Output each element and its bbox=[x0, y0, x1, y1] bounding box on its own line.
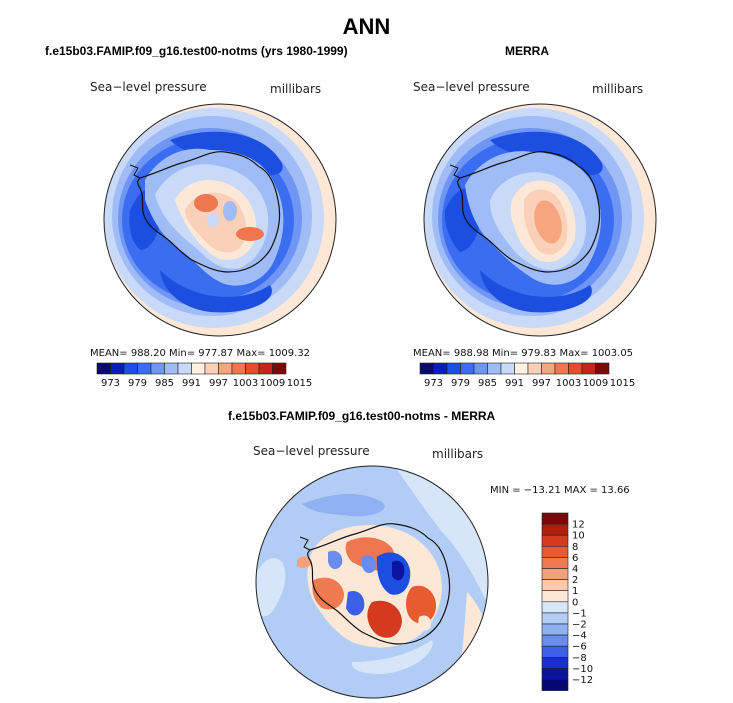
panel-3-colorbar-swatch bbox=[541, 612, 569, 625]
panel-1-colorbar-swatch bbox=[272, 362, 287, 375]
panel-2-colorbar-swatch bbox=[581, 362, 596, 375]
panel-3-colorbar-swatch bbox=[541, 679, 569, 691]
panel-2-colorbar-swatch bbox=[541, 362, 556, 375]
panel-3-colorbar-tick-label: 12 bbox=[572, 520, 585, 531]
panel-2-colorbar-swatch bbox=[568, 362, 583, 375]
panel-2-colorbar-tick-label: 985 bbox=[478, 378, 497, 389]
panel-3-colorbar-swatch bbox=[541, 634, 569, 647]
panel-3-colorbar-tick-label: −12 bbox=[572, 675, 593, 686]
panel-2-colorbar-swatch bbox=[419, 362, 434, 375]
panel-2-colorbar-tick-label: 997 bbox=[532, 378, 551, 389]
panel-1-colorbar-tick-label: 1015 bbox=[287, 378, 312, 389]
panel-3-colorbar-swatch bbox=[541, 590, 569, 603]
panel-1-colorbar-swatch bbox=[231, 362, 246, 375]
panel-1-colorbar-tick-label: 985 bbox=[155, 378, 174, 389]
panel-1-colorbar-swatch bbox=[96, 362, 111, 375]
panel-1-colorbar-swatch bbox=[123, 362, 138, 375]
panel-3-colorbar-swatch bbox=[541, 568, 569, 580]
panel-2-colorbar-tick-label: 991 bbox=[505, 378, 524, 389]
panel-3-heading: f.e15b03.FAMIP.f09_g16.test00-notms - ME… bbox=[228, 409, 496, 423]
panel-3-colorbar-swatch bbox=[541, 623, 569, 636]
panel-1-units-label: millibars bbox=[270, 82, 322, 96]
panel-1-colorbar-swatch bbox=[110, 362, 125, 375]
panel-1-stats: MEAN= 988.20 Min= 977.87 Max= 1009.32 bbox=[90, 348, 311, 359]
panel-1-colorbar-tick-label: 979 bbox=[128, 378, 147, 389]
panel-2-colorbar-swatch bbox=[446, 362, 461, 375]
panel-3-colorbar-swatch bbox=[541, 579, 569, 591]
panel-3-colorbar-tick-label: 10 bbox=[572, 531, 585, 542]
panel-3-colorbar-swatch bbox=[541, 668, 569, 680]
panel-3-colorbar-tick-label: −4 bbox=[572, 631, 587, 642]
panel-3-colorbar-tick-label: 6 bbox=[572, 553, 578, 564]
panel-2-colorbar-tick-label: 973 bbox=[424, 378, 443, 389]
panel-3-colorbar-tick-label: 8 bbox=[572, 542, 578, 553]
panel-3-colorbar-swatch bbox=[541, 645, 569, 658]
panel-3-colorbar-swatch bbox=[541, 545, 569, 558]
panel-1-colorbar-swatch bbox=[218, 362, 233, 375]
panel-2-units-label: millibars bbox=[592, 82, 644, 96]
panel-2-colorbar-swatch bbox=[433, 362, 448, 375]
panel-1-colorbar: 973 979 985 991 997 1003 1009 1015 bbox=[96, 362, 312, 389]
panel-3-colorbar-tick-label: −10 bbox=[572, 664, 593, 675]
panel-1-colorbar-swatch bbox=[164, 362, 179, 375]
panel-1-colorbar-swatch bbox=[137, 362, 152, 375]
panel-3-units-label: millibars bbox=[432, 447, 484, 461]
panel-1-colorbar-swatch bbox=[258, 362, 273, 375]
panel-3-colorbar-tick-label: 2 bbox=[572, 575, 578, 586]
panel-1-colorbar-tick-label: 973 bbox=[101, 378, 120, 389]
panel-1-colorbar-tick-label: 991 bbox=[182, 378, 201, 389]
panel-1-field-label: Sea−level pressure bbox=[90, 80, 207, 94]
panel-2-field-label: Sea−level pressure bbox=[413, 80, 530, 94]
panel-2-colorbar-tick-label: 1009 bbox=[583, 378, 608, 389]
panel-3-colorbar-swatch bbox=[541, 557, 569, 569]
panel-2-colorbar-swatch bbox=[460, 362, 475, 375]
panel-2-colorbar-swatch bbox=[500, 362, 515, 375]
panel-3-colorbar-tick-label: −2 bbox=[572, 620, 587, 631]
panel-3-field-label: Sea−level pressure bbox=[253, 444, 370, 458]
panel-1-colorbar-swatch bbox=[204, 362, 219, 375]
panel-3-colorbar-swatch bbox=[541, 523, 569, 536]
panel-2-colorbar-swatch bbox=[527, 362, 542, 375]
panel-3-colorbar-tick-label: −6 bbox=[572, 642, 587, 653]
panel-2-stats: MEAN= 988.98 Min= 979.83 Max= 1003.05 bbox=[413, 348, 634, 359]
panel-1-map bbox=[103, 103, 337, 337]
panel-2-colorbar-swatch bbox=[487, 362, 502, 375]
panel-2-heading: MERRA bbox=[505, 44, 549, 58]
panel-2-colorbar-swatch bbox=[595, 362, 610, 375]
panel-3-colorbar-swatch bbox=[541, 657, 569, 669]
figure-title: ANN bbox=[342, 14, 391, 39]
panel-2-map bbox=[423, 103, 657, 337]
panel-1-heading: f.e15b03.FAMIP.f09_g16.test00-notms (yrs… bbox=[45, 44, 348, 58]
panel-3-map bbox=[255, 465, 489, 699]
panel-1-colorbar-tick-label: 1003 bbox=[233, 378, 258, 389]
panel-1-colorbar-swatch bbox=[245, 362, 260, 375]
panel-1-colorbar-swatch bbox=[177, 362, 192, 375]
panel-2-colorbar-swatch bbox=[473, 362, 488, 375]
panel-3-colorbar-tick-label: 4 bbox=[572, 564, 578, 575]
panel-2-colorbar-swatch bbox=[554, 362, 569, 375]
panel-3-colorbar-swatch bbox=[541, 512, 569, 525]
panel-2-colorbar-tick-label: 979 bbox=[451, 378, 470, 389]
panel-3-stats: MIN = −13.21 MAX = 13.66 bbox=[490, 485, 630, 496]
panel-3-colorbar-tick-label: 1 bbox=[572, 586, 578, 597]
panel-1-colorbar-tick-label: 997 bbox=[209, 378, 228, 389]
panel-3-colorbar-tick-label: −1 bbox=[572, 608, 587, 619]
panel-1-colorbar-swatch bbox=[150, 362, 165, 375]
panel-2-colorbar-tick-label: 1015 bbox=[610, 378, 635, 389]
panel-3-colorbar-tick-label: −8 bbox=[572, 653, 587, 664]
panel-3-colorbar-swatch bbox=[541, 601, 569, 614]
panel-1-colorbar-tick-label: 1009 bbox=[260, 378, 285, 389]
panel-3-colorbar-swatch bbox=[541, 534, 569, 547]
panel-3-colorbar-tick-label: 0 bbox=[572, 597, 578, 608]
panel-2-colorbar-tick-label: 1003 bbox=[556, 378, 581, 389]
panel-2-colorbar: 973 979 985 991 997 1003 1009 1015 bbox=[419, 362, 635, 389]
panel-1-colorbar-swatch bbox=[191, 362, 206, 375]
panel-2-colorbar-swatch bbox=[514, 362, 529, 375]
